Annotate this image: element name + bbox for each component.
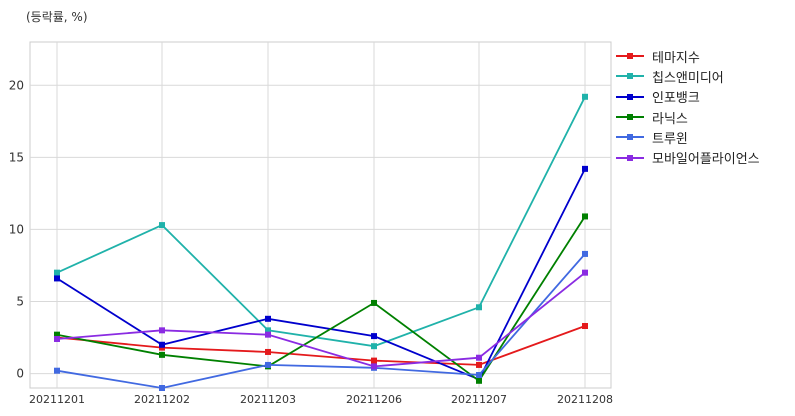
data-point	[582, 250, 588, 257]
data-point	[371, 333, 377, 340]
legend-marker	[627, 154, 633, 161]
series-line	[56, 325, 586, 366]
data-point	[159, 222, 165, 229]
series-line	[56, 271, 586, 368]
y-tick-label: 0	[16, 367, 24, 381]
legend-label: 칩스앤미디어	[652, 70, 724, 86]
legend-item: 테마지수	[616, 46, 760, 66]
x-tick-label: 20211202	[134, 393, 190, 406]
data-point	[371, 357, 377, 364]
x-axis-ticks: 20211201 20211202 20211203 20211206 20211207…	[29, 393, 613, 406]
legend-item: 라닉스	[616, 107, 760, 127]
data-point	[159, 385, 165, 391]
legend-swatch	[616, 131, 644, 143]
data-point	[54, 335, 60, 342]
data-point	[371, 299, 377, 306]
data-point	[265, 348, 271, 355]
data-point	[476, 304, 482, 311]
legend-marker	[627, 114, 633, 121]
data-point	[582, 269, 588, 276]
legend-item: 인포뱅크	[616, 87, 760, 107]
legend-marker	[627, 93, 633, 100]
data-point	[476, 372, 482, 379]
data-point	[582, 323, 588, 330]
y-tick-label: 10	[9, 222, 24, 236]
y-axis-ticks: 0 5 10 15 20	[9, 78, 24, 380]
y-tick-label: 15	[9, 150, 24, 164]
data-point	[159, 351, 165, 358]
series-lines	[54, 93, 588, 391]
data-point	[265, 315, 271, 322]
data-point	[371, 363, 377, 370]
data-point	[54, 269, 60, 276]
series-line	[56, 253, 586, 389]
series-line	[56, 96, 586, 348]
legend-item: 트루윈	[616, 127, 760, 147]
legend-swatch	[616, 70, 644, 82]
data-point	[54, 367, 60, 374]
series-line	[56, 215, 586, 383]
data-point	[265, 327, 271, 334]
series-6	[54, 269, 588, 370]
x-tick-label: 20211207	[451, 393, 507, 406]
data-point	[159, 327, 165, 334]
legend-marker	[627, 53, 633, 60]
legend-label: 모바일어플라이언스	[652, 152, 760, 168]
legend-label: 테마지수	[652, 50, 700, 66]
data-point	[476, 354, 482, 361]
data-point	[54, 331, 60, 338]
data-point	[265, 331, 271, 338]
legend-label: 인포뱅크	[652, 91, 700, 107]
legend-marker	[627, 73, 633, 80]
legend-swatch	[616, 111, 644, 123]
x-tick-label: 20211208	[557, 393, 613, 406]
legend-item: 칩스앤미디어	[616, 66, 760, 86]
x-tick-label: 20211201	[29, 393, 85, 406]
legend-marker	[627, 134, 633, 141]
series-2	[54, 93, 588, 350]
data-point	[476, 377, 482, 384]
data-point	[582, 93, 588, 100]
y-tick-label: 5	[16, 295, 24, 309]
data-point	[159, 341, 165, 348]
legend-swatch	[616, 50, 644, 62]
legend-swatch	[616, 91, 644, 103]
legend-item: 모바일어플라이언스	[616, 147, 760, 167]
legend-label: 트루윈	[652, 131, 688, 147]
y-axis-unit-label: (등락률, %)	[26, 10, 88, 24]
legend-swatch	[616, 152, 644, 164]
plot-area	[29, 41, 612, 389]
data-point	[54, 275, 60, 282]
data-point	[265, 361, 271, 368]
legend-label: 라닉스	[652, 111, 688, 127]
y-tick-label: 20	[9, 78, 24, 92]
data-point	[582, 213, 588, 220]
data-point	[582, 165, 588, 172]
data-point	[371, 343, 377, 350]
x-tick-label: 20211206	[346, 393, 402, 406]
data-point	[476, 361, 482, 368]
x-tick-label: 20211203	[240, 393, 296, 406]
